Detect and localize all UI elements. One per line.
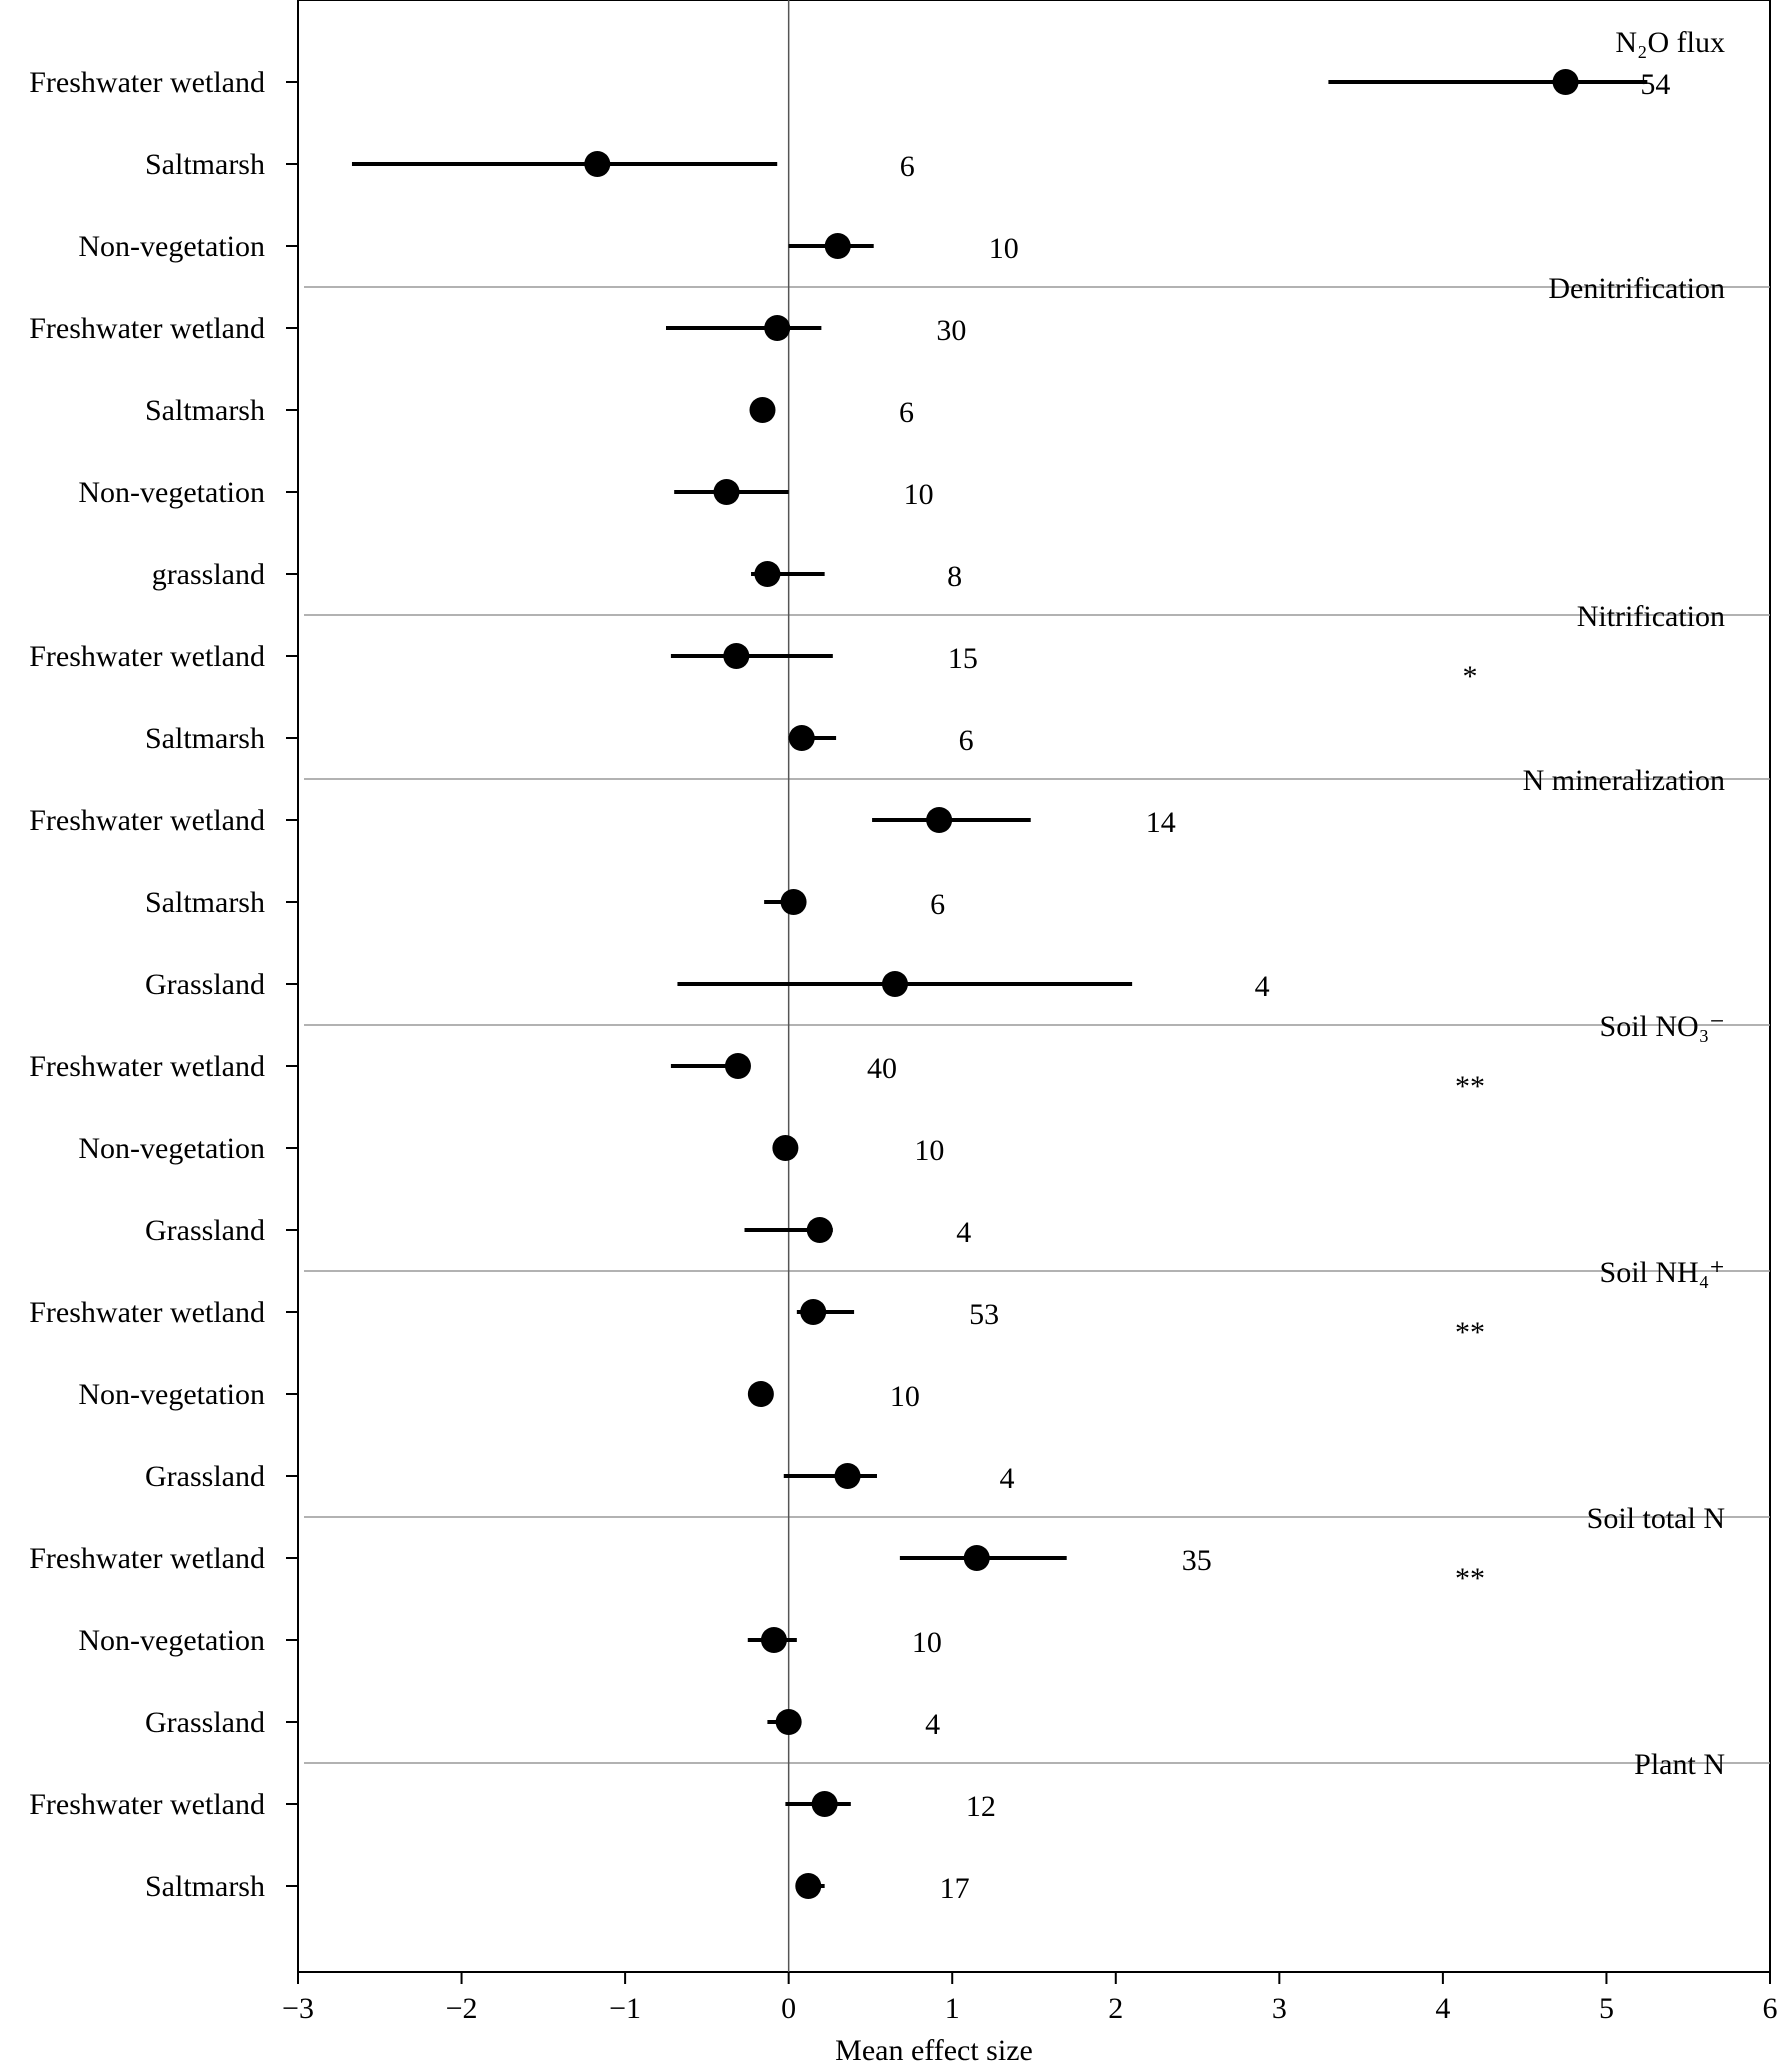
effect-point: [800, 1299, 827, 1325]
effect-point: [754, 561, 781, 587]
effect-point: [775, 1709, 802, 1735]
effect-point: [1552, 69, 1579, 95]
row-label: Non-vegetation: [78, 476, 265, 509]
sample-count: 12: [966, 1790, 996, 1823]
row-label: Non-vegetation: [78, 230, 265, 263]
row-label: Freshwater wetland: [29, 66, 265, 99]
effect-point: [749, 397, 776, 423]
effect-point: [747, 1381, 774, 1407]
row-label: Grassland: [145, 1460, 265, 1493]
group-label: Nitrification: [1577, 600, 1725, 633]
plot-border: [297, 0, 1771, 1973]
significance-mark: *: [1463, 660, 1478, 693]
effect-point: [788, 725, 815, 751]
significance-mark: **: [1455, 1070, 1485, 1103]
effect-point: [795, 1873, 822, 1899]
row-label: Freshwater wetland: [29, 312, 265, 345]
sample-count: 54: [1640, 68, 1670, 101]
effect-point: [723, 643, 750, 669]
x-tick-label: 0: [781, 1992, 796, 2025]
sample-count: 10: [989, 232, 1019, 265]
x-axis: −3 −2 −1 0 1 2 3 4 5 6: [282, 1972, 1778, 2025]
row-label: Saltmarsh: [145, 148, 265, 181]
sample-count: 6: [930, 888, 945, 921]
row-label: Grassland: [145, 968, 265, 1001]
row-label: Saltmarsh: [145, 1870, 265, 1903]
x-tick-label: −1: [609, 1992, 641, 2025]
effect-point: [764, 315, 791, 341]
group-label: Denitrification: [1548, 272, 1725, 305]
row-label: Freshwater wetland: [29, 1542, 265, 1575]
effect-point: [772, 1135, 799, 1161]
significance-mark: **: [1455, 1562, 1485, 1595]
effect-point: [881, 971, 908, 997]
row-label: Saltmarsh: [145, 722, 265, 755]
x-tick-label: −3: [282, 1992, 314, 2025]
effect-point: [811, 1791, 838, 1817]
sample-count: 10: [904, 478, 934, 511]
x-axis-title: Mean effect size: [835, 2034, 1033, 2067]
significance-mark: **: [1455, 1316, 1485, 1349]
row-label: Non-vegetation: [78, 1378, 265, 1411]
group-separators: [304, 286, 1770, 1764]
row-label: Freshwater wetland: [29, 804, 265, 837]
effect-point: [760, 1627, 787, 1653]
group-label: Soil total N: [1587, 1502, 1725, 1535]
sample-count: 4: [999, 1462, 1014, 1495]
sample-count: 40: [867, 1052, 897, 1085]
sample-count: 35: [1182, 1544, 1212, 1577]
x-tick-label: −2: [446, 1992, 478, 2025]
plot-frame: [297, 0, 1771, 1973]
effect-point: [834, 1463, 861, 1489]
sample-count: 6: [959, 724, 974, 757]
sample-count: 53: [969, 1298, 999, 1331]
sample-count: 17: [940, 1872, 970, 1905]
effect-point: [926, 807, 953, 833]
sample-count: 30: [936, 314, 966, 347]
sample-count: 4: [925, 1708, 940, 1741]
sample-count: 6: [900, 150, 915, 183]
row-label: Saltmarsh: [145, 886, 265, 919]
sample-count: 10: [914, 1134, 944, 1167]
row-label: Non-vegetation: [78, 1132, 265, 1165]
row-label: grassland: [152, 558, 265, 591]
sample-count: 10: [890, 1380, 920, 1413]
effect-point: [963, 1545, 990, 1571]
effect-point: [824, 233, 851, 259]
group-labels: N₂O flux Denitrification Nitrification * N m…: [1455, 26, 1725, 1781]
data-rows: Freshwater wetland 54 Saltmarsh 6 Non-vegeta…: [29, 66, 1670, 1905]
effect-point: [584, 151, 611, 177]
x-tick-label: 5: [1599, 1992, 1614, 2025]
effect-point: [806, 1217, 833, 1243]
effect-point: [780, 889, 807, 915]
effect-point: [713, 479, 740, 505]
x-tick-label: 1: [945, 1992, 960, 2025]
sample-count: 6: [899, 396, 914, 429]
group-label: Soil NO₃⁻: [1600, 1010, 1725, 1043]
effect-point: [724, 1053, 751, 1079]
group-label: Plant N: [1634, 1748, 1725, 1781]
group-label: Soil NH₄⁺: [1600, 1256, 1725, 1289]
group-label: N mineralization: [1523, 764, 1725, 797]
sample-count: 4: [956, 1216, 971, 1249]
sample-count: 4: [1255, 970, 1270, 1003]
row-label: Freshwater wetland: [29, 1296, 265, 1329]
x-tick-label: 4: [1435, 1992, 1450, 2025]
row-label: Saltmarsh: [145, 394, 265, 427]
row-label: Freshwater wetland: [29, 640, 265, 673]
x-tick-label: 3: [1272, 1992, 1287, 2025]
sample-count: 15: [948, 642, 978, 675]
row-label: Freshwater wetland: [29, 1050, 265, 1083]
sample-count: 14: [1146, 806, 1176, 839]
row-label: Non-vegetation: [78, 1624, 265, 1657]
x-tick-label: 2: [1108, 1992, 1123, 2025]
sample-count: 10: [912, 1626, 942, 1659]
x-tick-label: 6: [1763, 1992, 1778, 2025]
row-label: Grassland: [145, 1214, 265, 1247]
row-label: Freshwater wetland: [29, 1788, 265, 1821]
group-label: N₂O flux: [1615, 26, 1725, 59]
sample-count: 8: [947, 560, 962, 593]
row-label: Grassland: [145, 1706, 265, 1739]
